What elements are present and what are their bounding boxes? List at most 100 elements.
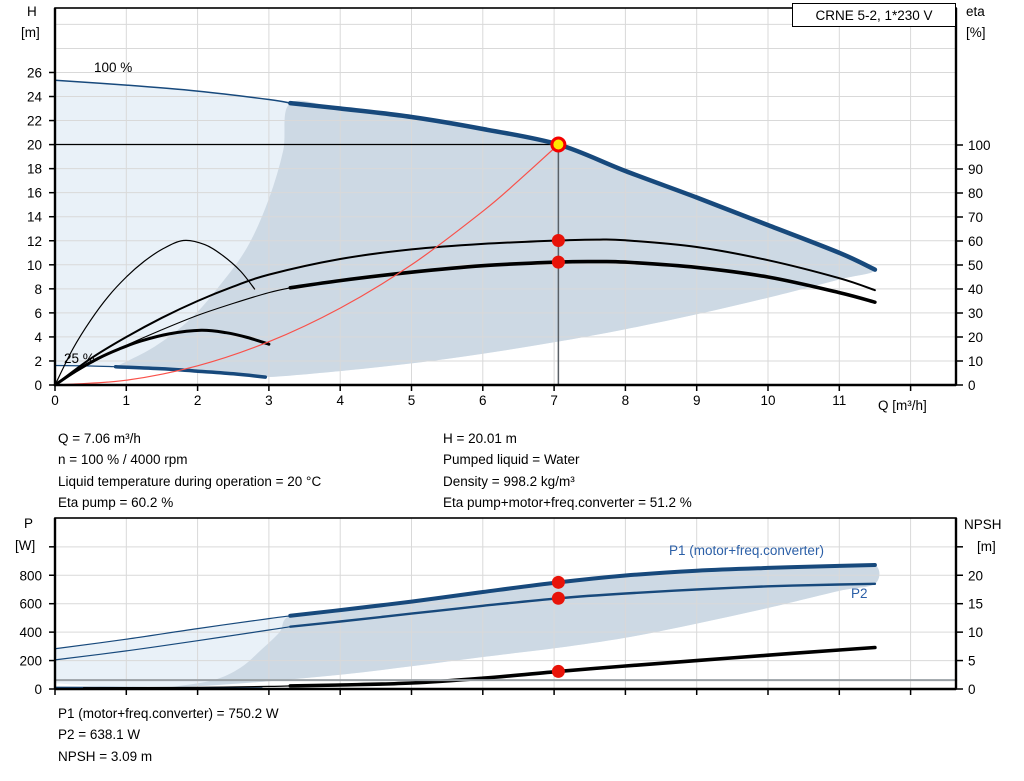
info-p1: P1 (motor+freq.converter) = 750.2 W: [58, 706, 279, 721]
y-tick-label: 8: [34, 282, 42, 297]
speed-label-25pct: 25 %: [64, 351, 95, 366]
y2-tick-label: 100: [968, 138, 991, 153]
y-tick-label: 600: [19, 597, 42, 612]
y2-tick-label: 20: [968, 330, 983, 345]
y-tick-label: 20: [27, 138, 42, 153]
x-tick-label: 7: [550, 393, 558, 408]
info-pumped-liquid: Pumped liquid = Water: [443, 452, 580, 468]
y-tick-label: 0: [34, 378, 42, 393]
duty-info-left: Q = 7.06 m³/h n = 100 % / 4000 rpm Liqui…: [58, 428, 321, 514]
x-tick-label: 3: [265, 393, 273, 408]
y2-tick-label: 0: [968, 682, 976, 697]
info-q: Q = 7.06 m³/h: [58, 431, 141, 446]
envelope-allowed-range: [115, 100, 875, 378]
info-speed: n = 100 % / 4000 rpm: [58, 452, 188, 468]
y-tick-label: 200: [19, 654, 42, 669]
eta-total-marker: [551, 255, 565, 269]
x-tick-label: 10: [760, 393, 775, 408]
y-tick-label: 22: [27, 114, 42, 129]
info-eta-total: Eta pump+motor+freq.converter = 51.2 %: [443, 495, 692, 511]
x-tick-label: 11: [832, 393, 846, 408]
eta-total-curve-100pct-thick: [288, 259, 877, 304]
pump-model-title: CRNE 5-2, 1*230 V: [792, 3, 956, 27]
info-density: Density = 998.2 kg/m³: [443, 473, 575, 489]
y-tick-label: 24: [27, 90, 43, 105]
y-tick-label: 0: [34, 682, 42, 697]
y-tick-label: 16: [27, 186, 42, 201]
y-tick-label: 18: [27, 162, 42, 177]
y2-tick-label: 5: [968, 654, 976, 669]
p-axis-title: P: [24, 516, 34, 531]
y-tick-label: 6: [34, 306, 42, 321]
x-tick-label: 9: [693, 393, 701, 408]
y-tick-label: 10: [27, 258, 42, 273]
x-tick-label: 5: [408, 393, 416, 408]
y2-tick-label: 10: [968, 354, 983, 369]
p2-curve-thin: [54, 626, 291, 661]
p1-curve-thin: [54, 615, 291, 650]
p-axis-unit: [W]: [15, 538, 36, 553]
eta-pump-curve-100pct: [54, 238, 876, 386]
h-axis-title: H: [27, 4, 37, 19]
y-tick-label: 4: [34, 330, 42, 345]
x-tick-label: 4: [336, 393, 344, 408]
power-envelope-allowed-range: [161, 563, 880, 689]
y2-tick-label: 15: [968, 597, 983, 612]
eta-pump-curve-25pct: [54, 239, 256, 386]
info-eta-pump: Eta pump = 60.2 %: [58, 495, 174, 511]
duty-point: [550, 136, 567, 153]
x-tick-label: 0: [51, 393, 59, 408]
y2-tick-label: 60: [968, 234, 983, 249]
eta-axis-title: eta: [966, 4, 985, 19]
y2-tick-label: 90: [968, 162, 983, 177]
y-tick-label: 14: [27, 210, 43, 225]
y2-tick-label: 40: [968, 282, 983, 297]
duty-info-right: H = 20.01 m Pumped liquid = Water Densit…: [443, 428, 692, 514]
p1-curve-thick: [288, 563, 877, 618]
y2-tick-label: 80: [968, 186, 983, 201]
info-h: H = 20.01 m: [443, 431, 517, 446]
npsh-marker: [551, 664, 565, 678]
p1-marker: [551, 575, 565, 589]
npsh-curve-thick: [288, 645, 877, 688]
system-curve: [54, 143, 559, 386]
eta-total-curve-25pct: [53, 328, 271, 387]
speed-label-100pct: 100 %: [94, 60, 133, 75]
q-axis-unit: Q [m³/h]: [878, 398, 927, 413]
eta-axis-unit: [%]: [966, 25, 986, 40]
y-tick-label: 26: [27, 65, 42, 80]
y2-tick-label: 30: [968, 306, 983, 321]
y-tick-label: 400: [19, 625, 42, 640]
y2-tick-label: 70: [968, 210, 983, 225]
npsh-axis-title: NPSH: [964, 517, 1002, 532]
x-tick-label: 8: [622, 393, 630, 408]
y2-tick-label: 0: [968, 378, 976, 393]
p2-curve-main: [289, 582, 877, 628]
power-info: P1 (motor+freq.converter) = 750.2 W P2 =…: [58, 703, 279, 767]
y2-tick-label: 50: [968, 258, 983, 273]
hq-curve-100pct-thick: [288, 100, 878, 272]
h-axis-unit: [m]: [21, 25, 40, 40]
y2-tick-label: 20: [968, 568, 983, 583]
x-tick-label: 2: [194, 393, 202, 408]
y-tick-label: 2: [34, 354, 42, 369]
p2-curve-label: P2: [851, 586, 868, 601]
npsh-axis-unit: [m]: [977, 539, 996, 554]
y2-tick-label: 10: [968, 625, 983, 640]
y-tick-label: 800: [19, 568, 42, 583]
info-liquid-temp: Liquid temperature during operation = 20…: [58, 473, 322, 489]
hq-curve-25pct-thick: [113, 364, 268, 379]
p2-marker: [551, 591, 565, 605]
info-p2: P2 = 638.1 W: [58, 727, 141, 743]
hq-curve-25pct-thin: [54, 364, 117, 368]
p1-curve-label: P1 (motor+freq.converter): [669, 543, 824, 558]
y-tick-label: 12: [27, 234, 42, 249]
x-tick-label: 6: [479, 393, 487, 408]
npsh-curve-thin: [82, 685, 291, 689]
hq-curve-100pct-thin: [54, 79, 292, 104]
info-npsh: NPSH = 3.09 m: [58, 748, 153, 764]
eta-pump-marker: [551, 234, 565, 248]
x-tick-label: 1: [123, 393, 131, 408]
